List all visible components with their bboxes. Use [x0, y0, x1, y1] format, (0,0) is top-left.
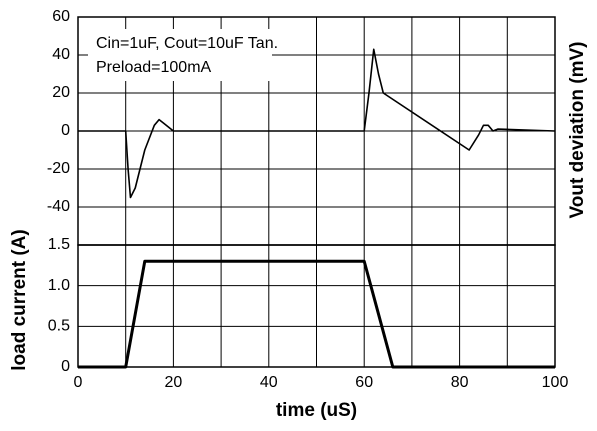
x-tick-label: 0 [74, 374, 83, 391]
y-tick-label: 1.5 [48, 236, 70, 253]
x-tick-label: 80 [451, 374, 469, 391]
x-tick-label: 100 [542, 374, 569, 391]
plot-frame [77, 244, 556, 368]
y-axis-label: Vout deviation (mV) [567, 42, 588, 219]
annotation: Preload=100mA [96, 59, 212, 76]
x-tick-label: 40 [260, 374, 278, 391]
x-tick-label: 60 [355, 374, 373, 391]
y-tick-label: 0 [61, 358, 70, 375]
y-tick-label: 0.5 [48, 318, 70, 335]
x-tick-label: 20 [165, 374, 183, 391]
y-tick-label: 20 [52, 84, 70, 101]
annotation-box [88, 29, 272, 81]
y-tick-label: 60 [52, 8, 70, 25]
y-tick-label: 1.0 [48, 277, 70, 294]
data-line [78, 48, 556, 199]
y-tick-label: -40 [47, 198, 70, 215]
y-tick-label: 40 [52, 46, 70, 63]
y-axis-label: load current (A) [9, 229, 30, 370]
y-tick-label: -20 [47, 160, 70, 177]
x-axis-label: time (uS) [276, 400, 357, 421]
y-tick-label: 0 [61, 122, 70, 139]
annotation: Cin=1uF, Cout=10uF Tan. [96, 35, 278, 52]
